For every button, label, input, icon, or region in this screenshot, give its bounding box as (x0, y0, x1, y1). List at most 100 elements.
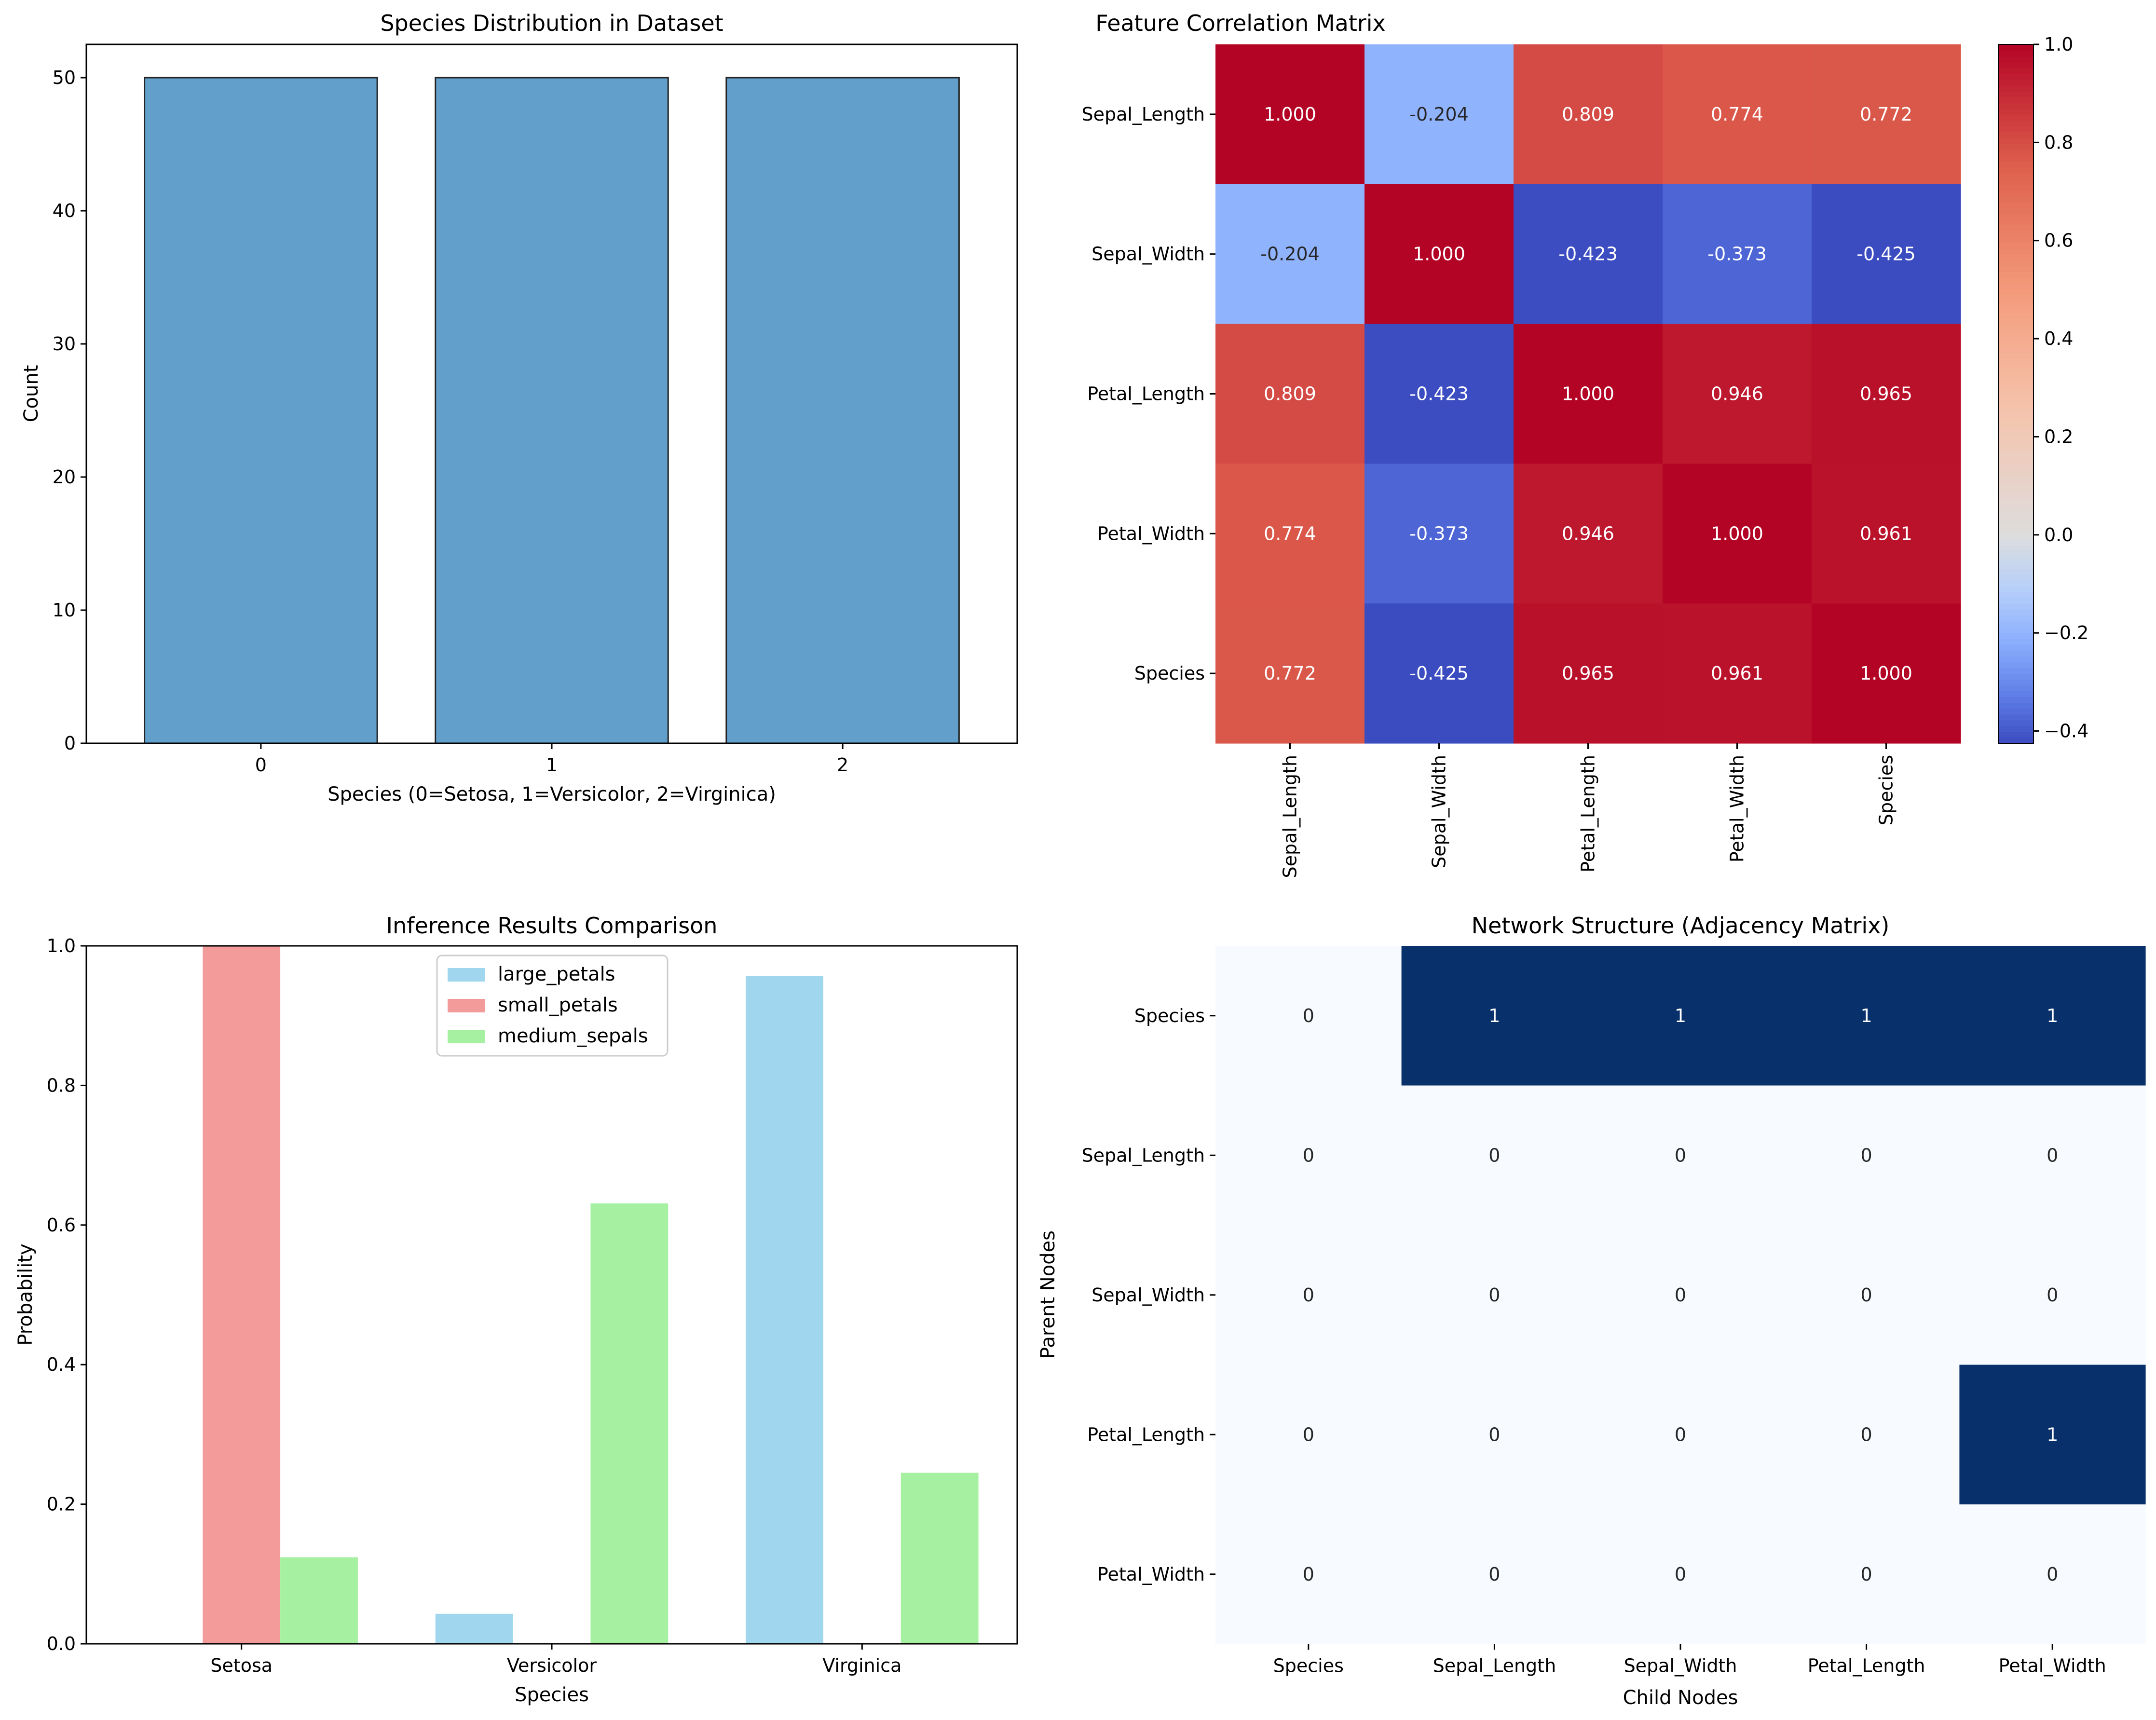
row-tick-label: Sepal_Width (1092, 1284, 1205, 1306)
heatmap-cell (1365, 44, 1514, 185)
correlation-heatmap: Feature Correlation Matrix 1.000 -0.204 0.… (1081, 10, 2088, 878)
heatmap-cell (1401, 1504, 1588, 1645)
cell-value-label: -0.204 (1260, 244, 1320, 265)
heatmap-cell (1215, 1085, 1402, 1226)
colorbar-segment (1998, 475, 2033, 482)
colorbar-segment (1998, 289, 2033, 296)
colorbar-segment (1998, 539, 2033, 546)
heatmap-cell (1365, 184, 1514, 325)
colorbar-tick-label: 1.0 (2044, 34, 2073, 55)
colorbar-segment (1998, 370, 2033, 377)
legend-swatch-large_petals (448, 968, 485, 982)
colorbar-segment (1998, 557, 2033, 563)
colorbar-segment (1998, 143, 2033, 150)
bar-small_petals-Setosa (203, 946, 281, 1644)
colorbar-segment (1998, 464, 2033, 470)
colorbar: −0.4 −0.2 0.0 0.2 0.4 0.6 0.8 1.0 (1998, 34, 2088, 744)
cell-value-label: -0.423 (1409, 383, 1469, 405)
heatmap-cell (1401, 1225, 1588, 1365)
colorbar-segment (1998, 492, 2033, 499)
heatmap-cell (1663, 184, 1812, 325)
chart-title: Species Distribution in Dataset (380, 10, 723, 36)
heatmap-cell (1959, 1225, 2146, 1365)
colorbar-segment (1998, 510, 2033, 517)
heatmap-cell (1773, 1085, 1960, 1226)
colorbar-segment (1998, 562, 2033, 569)
x-axis-label: Child Nodes (1623, 1687, 1738, 1709)
colorbar-segment (1998, 184, 2033, 191)
column-tick-label: Petal_Width (1999, 1655, 2106, 1677)
cell-value-label: 0 (2047, 1284, 2058, 1306)
column-tick-label: Sepal_Length (1433, 1655, 1556, 1677)
column-ticks: Sepal_Length Sepal_Width Petal_Length Petal… (1280, 743, 1897, 878)
cell-value-label: -0.425 (1409, 663, 1469, 684)
colorbar-segment (1998, 598, 2033, 604)
colorbar-segment (1998, 504, 2033, 511)
heatmap-cell (1514, 464, 1663, 604)
colorbar-segment (1998, 108, 2033, 115)
heatmap-cell (1401, 946, 1588, 1086)
colorbar-segment (1998, 347, 2033, 354)
cell-value-label: 0.772 (1264, 663, 1316, 684)
colorbar-segment (1998, 428, 2033, 435)
chart-title: Feature Correlation Matrix (1095, 10, 1386, 36)
colorbar-segment (1998, 312, 2033, 319)
colorbar-segment (1998, 166, 2033, 173)
heatmap-cell (1773, 946, 1960, 1086)
colorbar-segment (1998, 44, 2033, 51)
cell-value-label: -0.373 (1409, 523, 1469, 544)
x-axis-ticks: 0 1 2 (255, 743, 848, 776)
colorbar-segment (1998, 376, 2033, 383)
colorbar-tick-label: −0.2 (2044, 622, 2088, 643)
x-axis-label: Species (515, 1684, 589, 1706)
cell-value-label: 0 (1303, 1424, 1314, 1445)
heatmap-cell (1215, 1225, 1402, 1365)
colorbar-segment (1998, 714, 2033, 721)
colorbar-segment (1998, 528, 2033, 534)
colorbar-segment (1998, 172, 2033, 179)
colorbar-segment (1998, 423, 2033, 429)
cell-value-label: -0.423 (1558, 244, 1618, 265)
legend-label-medium_sepals: medium_sepals (498, 1025, 648, 1047)
colorbar-segment (1998, 225, 2033, 232)
column-tick-label: Species (1273, 1655, 1344, 1677)
colorbar-segment (1998, 458, 2033, 464)
bar-large_petals-Virginica (746, 976, 823, 1644)
heatmap-cell (1514, 324, 1663, 464)
cell-value-label: 0 (2047, 1145, 2058, 1166)
colorbar-segment (1998, 236, 2033, 243)
cell-value-label: 0 (1861, 1564, 1872, 1585)
y-tick-label: 20 (53, 466, 76, 488)
colorbar-tick-label: −0.4 (2044, 721, 2088, 742)
colorbar-segment (1998, 435, 2033, 441)
row-tick-label: Species (1134, 663, 1205, 684)
heatmap-cell (1773, 1225, 1960, 1365)
colorbar-segment (1998, 126, 2033, 132)
colorbar-segment (1998, 446, 2033, 453)
heatmap-cell (1959, 946, 2146, 1086)
cell-value-label: 0 (2047, 1564, 2058, 1585)
colorbar-segment (1998, 720, 2033, 726)
column-tick-label: Sepal_Width (1624, 1655, 1737, 1677)
cell-value-label: 0 (1303, 1284, 1314, 1306)
y-tick-label: 10 (53, 600, 76, 621)
colorbar-segment (1998, 388, 2033, 395)
colorbar-segment (1998, 231, 2033, 237)
heatmap-cell-labels: 1.000 -0.204 0.809 0.774 0.772 -0.204 1.000 -0.… (1260, 104, 1916, 684)
heatmap-cell (1587, 1085, 1774, 1226)
colorbar-segment (1998, 533, 2033, 540)
colorbar-segment (1998, 306, 2033, 313)
cell-value-label: -0.425 (1856, 244, 1916, 265)
cell-value-label: 0.946 (1711, 383, 1763, 405)
x-tick-label: Setosa (210, 1655, 273, 1676)
cell-value-label: 1.000 (1711, 523, 1763, 544)
x-tick-label: 0 (255, 754, 267, 776)
cell-value-label: 1 (1861, 1005, 1872, 1026)
cell-value-label: 0 (1303, 1564, 1314, 1585)
heatmap-cell (1401, 1365, 1588, 1505)
colorbar-segment (1998, 79, 2033, 86)
colorbar-segment (1998, 725, 2033, 732)
heatmap-cell (1773, 1504, 1960, 1645)
colorbar-segment (1998, 731, 2033, 738)
